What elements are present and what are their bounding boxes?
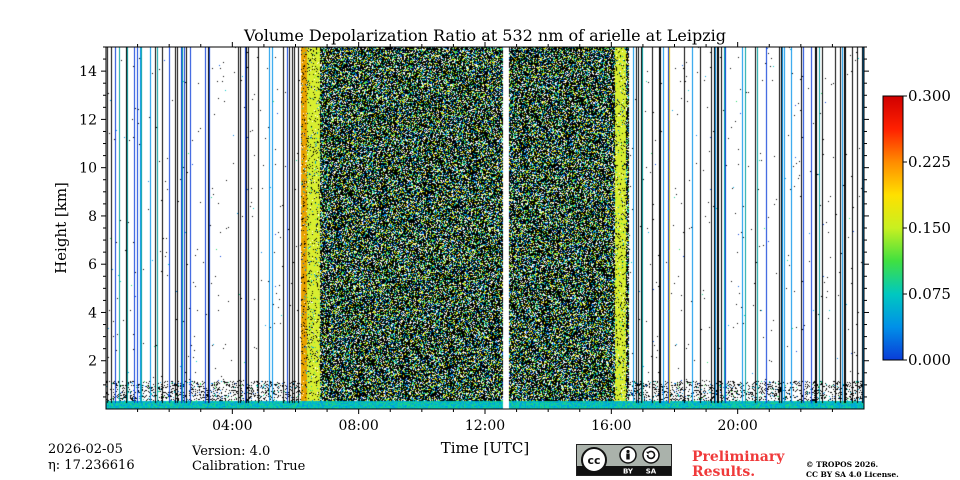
x-tick-label: 12:00 xyxy=(465,418,505,434)
colorbar-tick-label: 0.075 xyxy=(908,285,951,303)
chart-title: Volume Depolarization Ratio at 532 nm of… xyxy=(243,26,726,45)
y-tick-label: 4 xyxy=(88,305,97,321)
colorbar-tick-label: 0.150 xyxy=(908,219,951,237)
x-tick-label: 16:00 xyxy=(591,418,631,434)
x-tick-label: 04:00 xyxy=(212,418,252,434)
cc-by-text: BY xyxy=(623,468,634,476)
colorbar: 0.000 0.075 0.150 0.225 0.300 xyxy=(882,87,951,369)
x-axis: 04:00 08:00 12:00 16:00 20:00 xyxy=(137,42,833,434)
cc-license-badge: cc BY SA xyxy=(576,444,672,476)
preliminary-line2: Results. xyxy=(692,464,756,480)
copyright-line1: © TROPOS 2026. xyxy=(806,460,879,469)
x-tick-label: 08:00 xyxy=(338,418,378,434)
colorbar-gradient xyxy=(882,95,904,361)
depolarization-heatmap xyxy=(106,47,864,409)
x-tick-label: 20:00 xyxy=(717,418,757,434)
sa-share-alike-icon xyxy=(642,446,660,464)
y-tick-label: 12 xyxy=(79,112,97,128)
calibration-label: Calibration: True xyxy=(192,459,306,474)
plot-area xyxy=(105,46,865,410)
y-tick-label: 8 xyxy=(88,209,97,225)
y-tick-label: 14 xyxy=(79,64,97,80)
eta-label: η: 17.236616 xyxy=(48,458,135,473)
y-tick-label: 6 xyxy=(88,257,97,273)
y-tick-label: 2 xyxy=(88,354,97,370)
y-tick-label: 10 xyxy=(79,161,97,177)
by-person-icon xyxy=(619,446,637,464)
cc-sa-text: SA xyxy=(646,468,657,476)
y-axis-label: Height [km] xyxy=(52,182,70,274)
svg-text:cc: cc xyxy=(587,454,600,467)
cc-icon: cc xyxy=(581,447,607,473)
colorbar-tick-label: 0.225 xyxy=(908,153,951,171)
copyright-line2: CC BY SA 4.0 License. xyxy=(806,470,899,479)
preliminary-line1: Preliminary xyxy=(692,449,785,465)
colorbar-tick-label: 0.000 xyxy=(908,351,951,369)
date-label: 2026-02-05 xyxy=(48,442,123,457)
x-axis-label: Time [UTC] xyxy=(441,439,530,457)
colorbar-tick-label: 0.300 xyxy=(908,87,951,105)
version-label: Version: 4.0 xyxy=(192,444,271,459)
y-axis: 2 4 6 8 10 12 14 xyxy=(79,46,869,398)
